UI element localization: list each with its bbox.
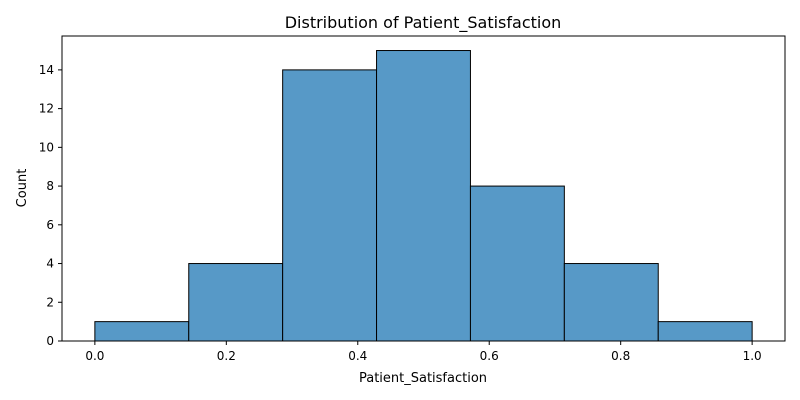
chart-title: Distribution of Patient_Satisfaction [285, 13, 562, 33]
histogram-bar [657, 321, 753, 342]
histogram-bar [188, 263, 284, 342]
x-axis-ticks: 0.0 0.2 0.4 0.6 0.8 1.0 [85, 341, 762, 363]
y-axis-ticks: 0 2 4 6 8 10 12 14 [39, 63, 62, 348]
histogram-bar [282, 69, 378, 342]
x-tick-label: 0.2 [217, 349, 236, 363]
histogram-bar [469, 185, 565, 342]
y-axis-label: Count [15, 169, 30, 208]
bars-group [94, 50, 753, 342]
x-tick-label: 0.6 [480, 349, 499, 363]
histogram-bar [376, 50, 471, 342]
x-tick-label: 0.8 [611, 349, 630, 363]
y-tick-label: 6 [46, 218, 54, 232]
x-tick-label: 0.0 [85, 349, 104, 363]
y-tick-label: 10 [39, 140, 54, 154]
y-tick-label: 0 [46, 334, 54, 348]
y-tick-label: 14 [39, 63, 54, 77]
histogram-bar [94, 321, 190, 342]
y-tick-label: 2 [46, 295, 54, 309]
y-tick-label: 8 [46, 179, 54, 193]
x-tick-label: 0.4 [348, 349, 367, 363]
x-axis-label: Patient_Satisfaction [359, 371, 487, 386]
y-tick-label: 12 [39, 102, 54, 116]
plot-frame [61, 35, 786, 342]
x-tick-label: 1.0 [743, 349, 762, 363]
histogram-bar [563, 263, 659, 342]
y-tick-label: 4 [46, 257, 54, 271]
